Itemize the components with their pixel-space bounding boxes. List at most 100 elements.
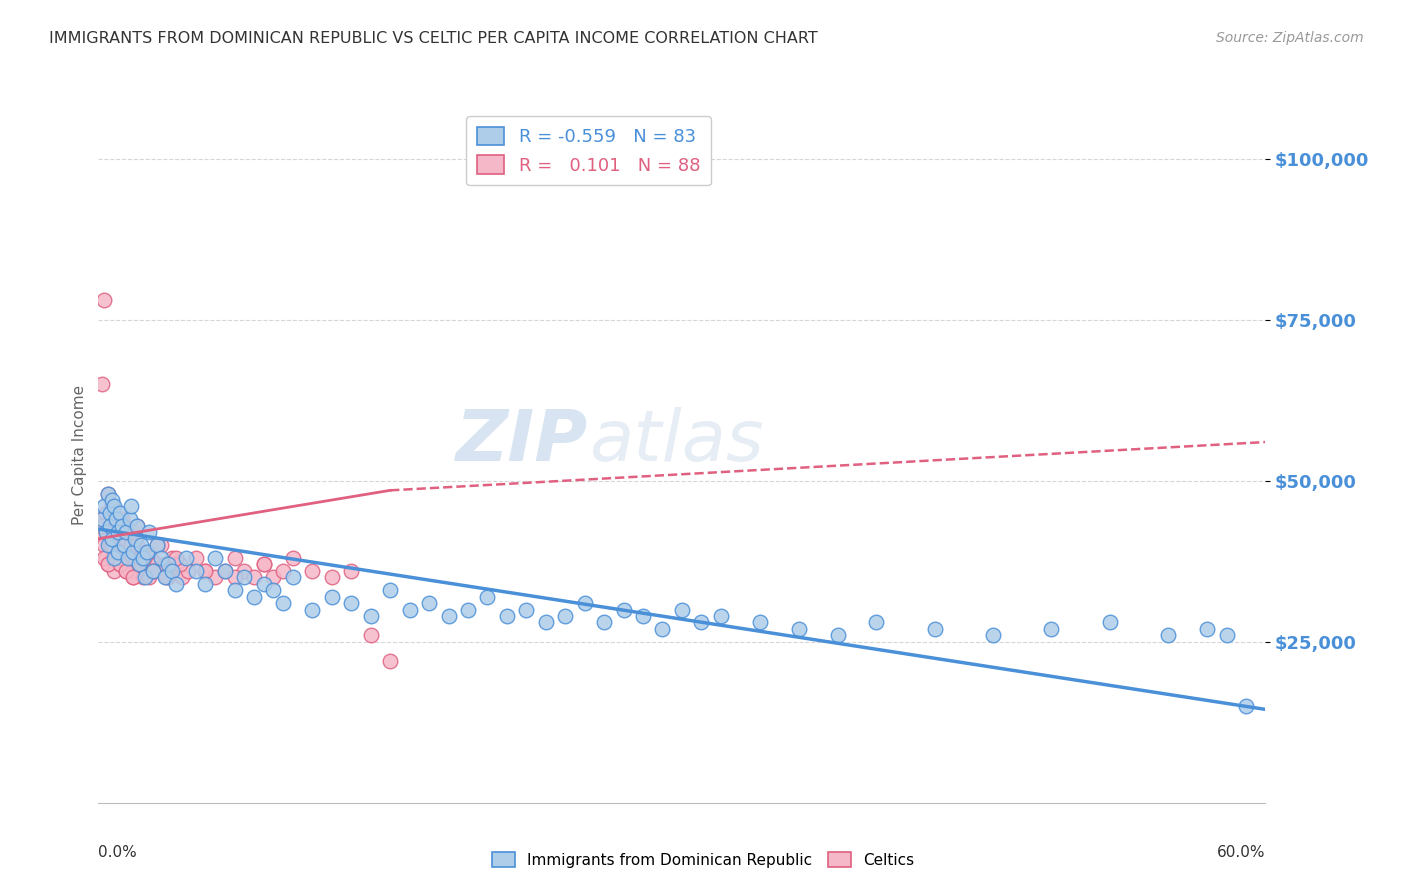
Point — [127, 538, 149, 552]
Point — [281, 551, 304, 566]
Point — [93, 293, 115, 308]
Point — [360, 628, 382, 642]
Point — [103, 564, 125, 578]
Point — [124, 532, 146, 546]
Point — [136, 558, 159, 572]
Point — [122, 525, 145, 540]
Point — [96, 525, 118, 540]
Point — [162, 551, 184, 566]
Point — [98, 518, 121, 533]
Point — [114, 564, 136, 578]
Text: IMMIGRANTS FROM DOMINICAN REPUBLIC VS CELTIC PER CAPITA INCOME CORRELATION CHART: IMMIGRANTS FROM DOMINICAN REPUBLIC VS CE… — [49, 31, 818, 46]
Point — [271, 564, 294, 578]
Point — [174, 551, 197, 566]
Point — [262, 583, 284, 598]
Text: Source: ZipAtlas.com: Source: ZipAtlas.com — [1216, 31, 1364, 45]
Point — [97, 486, 120, 500]
Point — [253, 576, 276, 591]
Point — [108, 558, 131, 572]
Point — [114, 525, 136, 540]
Point — [1040, 622, 1063, 636]
Point — [91, 512, 114, 526]
Point — [1215, 628, 1237, 642]
Point — [214, 564, 236, 578]
Point — [98, 518, 121, 533]
Point — [117, 558, 139, 572]
Point — [107, 551, 129, 566]
Point — [146, 558, 169, 572]
Point — [437, 609, 460, 624]
Point — [107, 525, 129, 540]
Point — [112, 538, 135, 552]
Point — [865, 615, 887, 630]
Point — [380, 583, 402, 598]
Point — [214, 564, 236, 578]
Point — [96, 506, 118, 520]
Point — [177, 564, 200, 578]
Point — [165, 558, 187, 572]
Point — [114, 532, 136, 546]
Y-axis label: Per Capita Income: Per Capita Income — [72, 384, 87, 525]
Point — [233, 564, 256, 578]
Point — [170, 570, 193, 584]
Point — [118, 512, 141, 526]
Point — [142, 564, 165, 578]
Point — [301, 602, 323, 616]
Point — [97, 538, 120, 552]
Point — [515, 602, 537, 616]
Point — [97, 486, 120, 500]
Point — [301, 564, 323, 578]
Point — [457, 602, 479, 616]
Point — [124, 558, 146, 572]
Point — [98, 538, 121, 552]
Point — [136, 544, 159, 558]
Point — [107, 525, 129, 540]
Point — [138, 570, 160, 584]
Point — [380, 654, 402, 668]
Point — [690, 615, 713, 630]
Point — [139, 551, 162, 566]
Point — [243, 590, 266, 604]
Point — [108, 532, 131, 546]
Point — [418, 596, 440, 610]
Text: 60.0%: 60.0% — [1218, 845, 1265, 860]
Point — [1157, 628, 1180, 642]
Point — [146, 538, 169, 552]
Text: ZIP: ZIP — [457, 407, 589, 475]
Point — [103, 500, 125, 514]
Point — [104, 544, 127, 558]
Point — [1195, 622, 1218, 636]
Point — [671, 602, 693, 616]
Legend: Immigrants from Dominican Republic, Celtics: Immigrants from Dominican Republic, Celt… — [486, 846, 920, 873]
Point — [104, 512, 127, 526]
Point — [981, 628, 1004, 642]
Point — [117, 544, 139, 558]
Point — [194, 576, 217, 591]
Point — [98, 506, 121, 520]
Point — [271, 596, 294, 610]
Point — [924, 622, 946, 636]
Point — [117, 551, 139, 566]
Point — [111, 512, 134, 526]
Point — [127, 518, 149, 533]
Point — [93, 538, 115, 552]
Point — [142, 564, 165, 578]
Point — [146, 538, 169, 552]
Point — [93, 500, 115, 514]
Point — [224, 551, 246, 566]
Point — [101, 500, 124, 514]
Point — [93, 551, 115, 566]
Point — [184, 551, 207, 566]
Point — [153, 558, 176, 572]
Point — [748, 615, 770, 630]
Point — [321, 590, 343, 604]
Point — [108, 506, 131, 520]
Point — [91, 518, 114, 533]
Point — [157, 570, 180, 584]
Point — [165, 551, 187, 566]
Point — [96, 551, 118, 566]
Point — [129, 538, 152, 552]
Point — [112, 518, 135, 533]
Point — [138, 525, 160, 540]
Point — [122, 544, 145, 558]
